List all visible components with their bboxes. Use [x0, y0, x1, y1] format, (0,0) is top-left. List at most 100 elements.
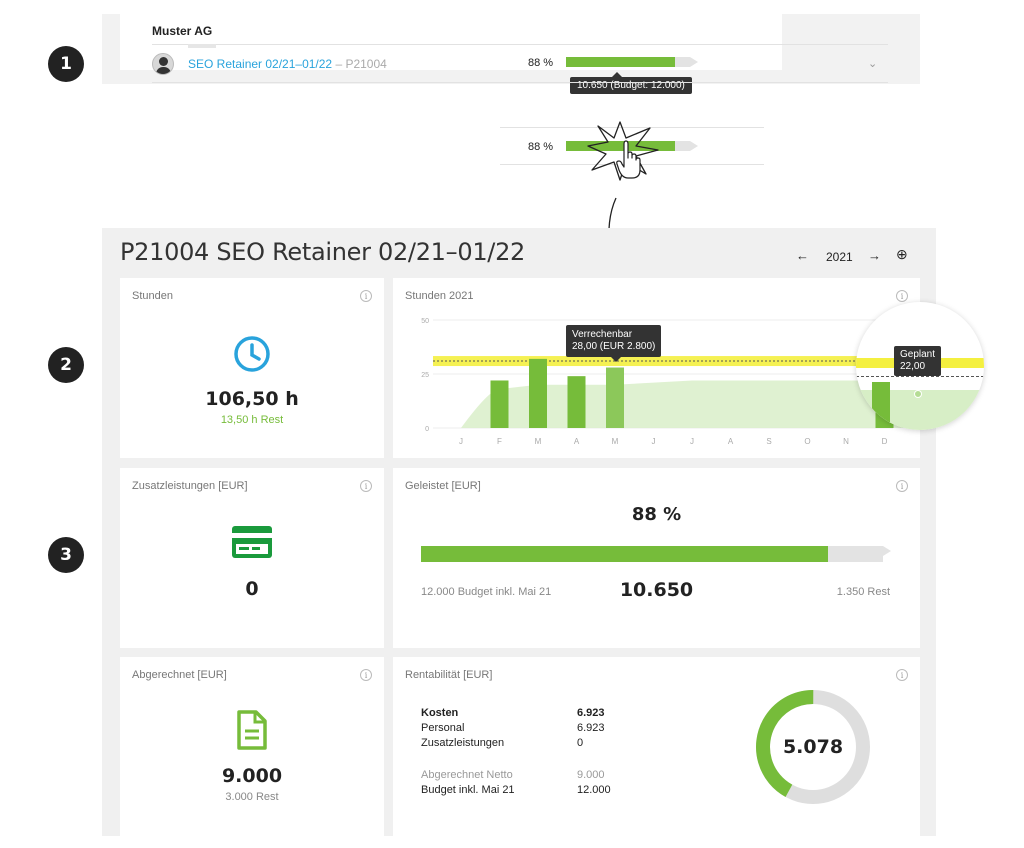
x-tick-label: A [574, 437, 580, 446]
planned-tooltip-label: Geplant [900, 349, 936, 360]
card-title: Abgerechnet [EUR] [132, 669, 227, 681]
x-tick-label: O [804, 437, 810, 446]
hours-bar[interactable] [606, 367, 624, 428]
row-divider [152, 82, 888, 83]
info-icon[interactable]: i [360, 480, 372, 492]
project-separator: – [332, 57, 346, 71]
donut-value: 5.078 [782, 736, 844, 758]
info-icon[interactable]: i [896, 669, 908, 681]
hours-total: 106,50 h [205, 388, 299, 410]
hours-bar[interactable] [490, 380, 509, 428]
zoom-bar [872, 382, 890, 422]
performed-rest: 1.350 Rest [836, 586, 890, 598]
hours-bar[interactable] [567, 376, 586, 428]
progress-percent: 88 % [528, 57, 554, 69]
avatar[interactable] [152, 53, 174, 75]
costs-value: 6.923 [577, 707, 605, 719]
budget-row-label: Budget inkl. Mai 21 [421, 784, 515, 796]
zoom-planned-line [856, 376, 984, 377]
performed-value: 10.650 [619, 579, 694, 601]
hand-cursor-icon [616, 140, 641, 179]
personnel-label: Personal [421, 722, 465, 734]
progress-bar[interactable] [566, 57, 698, 67]
info-icon[interactable]: i [896, 480, 908, 492]
row-divider-tab [188, 44, 216, 48]
document-icon [237, 710, 267, 750]
info-icon[interactable]: i [360, 290, 372, 302]
extra-services-value: 0 [245, 578, 259, 600]
project-name[interactable]: SEO Retainer 02/21–01/22 [188, 57, 333, 71]
billed-net-value: 9.000 [577, 769, 605, 781]
billable-tooltip-value: 28,00 (EUR 2.800) [572, 341, 656, 352]
project-link[interactable]: SEO Retainer 02/21–01/22 – P21004 [188, 57, 387, 71]
x-tick-label: F [497, 437, 502, 446]
row-divider [152, 44, 888, 45]
step-marker-3: 3 [48, 537, 84, 573]
y-tick-label: 0 [425, 426, 429, 433]
profitability-card: Rentabilität [EUR] i Kosten 6.923 Person… [393, 657, 920, 837]
card-title: Stunden 2021 [405, 290, 474, 302]
extra-services-card: Zusatzleistungen [EUR] i 0 [120, 468, 384, 648]
zoom-divider [500, 127, 764, 128]
personnel-value: 6.923 [577, 722, 605, 734]
billed-card: Abgerechnet [EUR] i 9.000 3.000 Rest [120, 657, 384, 837]
costs-label: Kosten [421, 707, 459, 719]
year-label: 2021 [826, 250, 853, 264]
x-tick-label: M [535, 437, 542, 446]
prev-year-button[interactable]: ← [796, 248, 809, 263]
zoom-magnifier: Geplant 22,00 [856, 302, 984, 430]
company-name: Muster AG [152, 24, 213, 38]
globe-icon[interactable]: ⊕ [896, 246, 908, 262]
info-icon[interactable]: i [896, 290, 908, 302]
extra-services-label: Zusatzleistungen [421, 737, 505, 749]
zoom-progress-percent: 88 % [528, 141, 554, 153]
x-tick-label: J [652, 437, 656, 446]
planned-area [461, 380, 905, 428]
budget-row-value: 12.000 [577, 784, 611, 796]
step-marker-2: 2 [48, 347, 84, 383]
progress-tooltip: 10.650 (Budget: 12.000) [570, 77, 692, 94]
step-marker-1: 1 [48, 46, 84, 82]
x-tick-label: D [882, 437, 888, 446]
tooltip-arrow [612, 72, 622, 77]
billed-value: 9.000 [221, 765, 283, 787]
performed-progress-bar [421, 546, 891, 562]
billed-net-label: Abgerechnet Netto [421, 769, 513, 781]
clock-icon [234, 336, 270, 372]
zoom-progress-bar-fill [566, 141, 676, 151]
profit-donut [756, 690, 870, 804]
budget-label: 12.000 Budget inkl. Mai 21 [421, 586, 552, 598]
credit-card-icon [232, 526, 272, 558]
hours-bar[interactable] [529, 358, 547, 428]
y-tick-label: 25 [421, 372, 429, 379]
performed-progress-fill [421, 546, 828, 562]
page-title: P21004 SEO Retainer 02/21–01/22 [120, 238, 526, 266]
donut-arc [756, 690, 870, 804]
x-tick-label: J [690, 437, 694, 446]
next-year-button[interactable]: → [868, 248, 881, 263]
x-tick-label: J [459, 437, 463, 446]
info-icon[interactable]: i [360, 669, 372, 681]
card-title: Zusatzleistungen [EUR] [132, 480, 248, 492]
billable-tooltip-label: Verrechenbar [572, 329, 633, 340]
chevron-down-icon[interactable]: ⌄ [868, 58, 878, 70]
hours-card: Stunden i 106,50 h 13,50 h Rest [120, 278, 384, 458]
tooltip-arrow [611, 357, 621, 362]
extra-services-row-value: 0 [577, 737, 584, 749]
x-tick-label: S [766, 437, 771, 446]
y-tick-label: 50 [421, 318, 429, 325]
planned-tooltip-value: 22,00 [900, 361, 926, 372]
billed-rest: 3.000 Rest [225, 791, 279, 803]
hours-rest: 13,50 h Rest [220, 414, 284, 426]
x-tick-label: A [728, 437, 734, 446]
card-title: Stunden [132, 290, 173, 302]
billable-tooltip: Verrechenbar 28,00 (EUR 2.800) [566, 325, 662, 357]
card-title: Rentabilität [EUR] [405, 669, 493, 681]
hours-chart: J F M A M J J A S O N D 50 25 0 [421, 318, 905, 446]
x-tick-label: M [612, 437, 619, 446]
planned-tooltip: Geplant 22,00 [894, 346, 942, 376]
project-number: P21004 [345, 57, 387, 71]
click-burst-icon [587, 121, 659, 181]
performed-card: Geleistet [EUR] i 88 % 12.000 Budget ink… [393, 468, 920, 648]
zoom-planned-point [914, 390, 922, 398]
